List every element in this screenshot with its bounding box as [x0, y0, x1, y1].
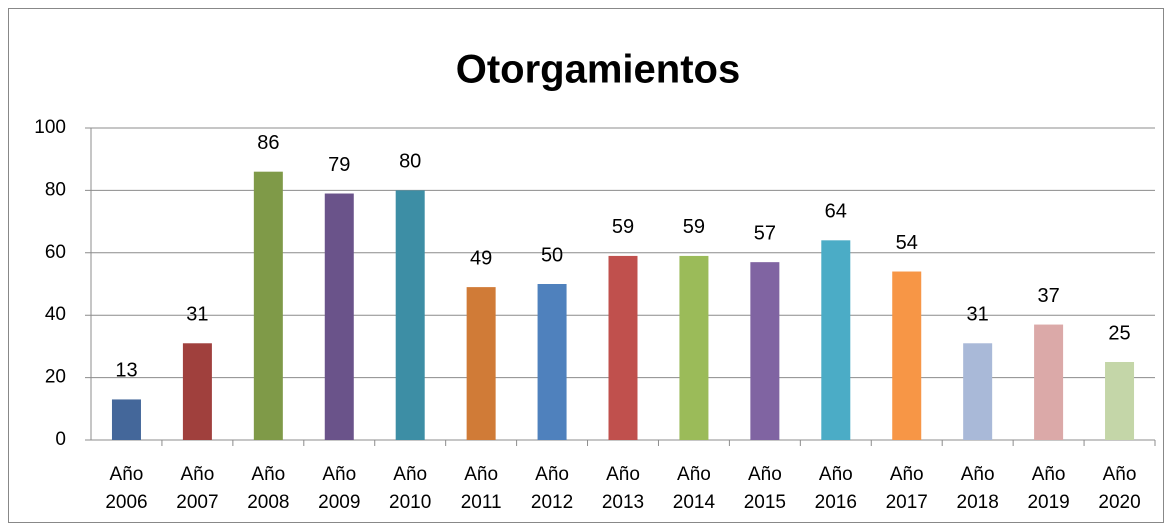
y-tick-label: 0 — [55, 429, 66, 450]
chart-title: Otorgamientos — [456, 48, 740, 92]
data-label: 80 — [399, 151, 421, 173]
x-tick-label: Año 2006 — [105, 464, 148, 513]
bar — [963, 343, 993, 440]
x-tick-label: Año 2009 — [318, 464, 361, 513]
data-label: 54 — [896, 232, 918, 254]
bar — [253, 171, 283, 440]
bar — [1034, 324, 1064, 440]
x-tick-label: Año 2007 — [176, 464, 219, 513]
bar — [679, 255, 709, 440]
bar — [608, 255, 638, 440]
bar — [466, 287, 496, 440]
bar — [537, 284, 567, 440]
x-tick-label: Año 2010 — [389, 464, 432, 513]
data-label: 31 — [967, 304, 989, 326]
data-label: 59 — [683, 216, 705, 238]
y-tick-label: 40 — [45, 304, 66, 325]
x-tick-label: Año 2017 — [885, 464, 928, 513]
x-tick-label: Año 2016 — [814, 464, 857, 513]
data-label: 50 — [541, 244, 563, 266]
bar — [182, 343, 212, 440]
data-label: 49 — [470, 247, 492, 269]
data-label: 86 — [257, 132, 279, 154]
y-tick-label: 80 — [45, 179, 66, 200]
x-tick-label: Año 2020 — [1098, 464, 1141, 513]
bar — [750, 262, 780, 440]
bar — [821, 240, 851, 440]
data-label: 59 — [612, 216, 634, 238]
y-tick-label: 60 — [45, 242, 66, 263]
y-tick-label: 100 — [34, 117, 66, 138]
x-tick-label: Año 2013 — [601, 464, 645, 513]
x-tick-label: Año 2018 — [956, 464, 999, 513]
x-tick-label: Año 2008 — [247, 464, 290, 513]
y-tick-label: 20 — [45, 367, 66, 388]
bar — [111, 399, 141, 440]
data-label: 13 — [115, 360, 137, 382]
data-label: 64 — [825, 201, 847, 223]
x-tick-label: Año 2019 — [1027, 464, 1070, 513]
x-tick-label: Año 2015 — [743, 464, 786, 513]
data-label: 57 — [754, 222, 776, 244]
data-label: 31 — [186, 304, 208, 326]
x-tick-label: Año 2011 — [460, 464, 502, 513]
data-label: 79 — [328, 154, 350, 176]
data-label: 25 — [1108, 322, 1130, 344]
bar — [324, 193, 354, 440]
x-tick-label: Año 2014 — [672, 464, 716, 513]
bar — [892, 271, 922, 440]
bar — [395, 190, 425, 440]
data-label: 37 — [1037, 285, 1059, 307]
x-tick-label: Año 2012 — [530, 464, 574, 513]
bar — [1105, 362, 1135, 440]
